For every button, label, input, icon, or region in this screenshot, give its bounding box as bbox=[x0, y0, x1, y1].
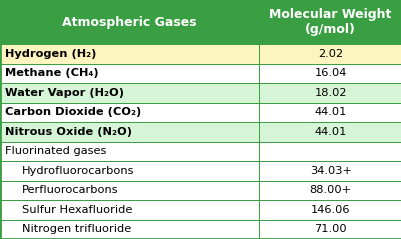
Text: Molecular Weight
(g/mol): Molecular Weight (g/mol) bbox=[269, 8, 391, 36]
Bar bbox=[259, 64, 401, 83]
Text: Hydrofluorocarbons: Hydrofluorocarbons bbox=[22, 166, 134, 176]
Text: Methane (CH₄): Methane (CH₄) bbox=[5, 68, 99, 78]
Text: Perfluorocarbons: Perfluorocarbons bbox=[22, 185, 118, 195]
Text: Carbon Dioxide (CO₂): Carbon Dioxide (CO₂) bbox=[5, 107, 141, 117]
Bar bbox=[259, 122, 401, 141]
Text: 44.01: 44.01 bbox=[314, 107, 346, 117]
Bar bbox=[0, 0, 259, 44]
Text: Hydrogen (H₂): Hydrogen (H₂) bbox=[5, 49, 96, 59]
Text: 71.00: 71.00 bbox=[314, 224, 346, 234]
Bar bbox=[0, 103, 259, 122]
Text: 18.02: 18.02 bbox=[314, 88, 346, 98]
Text: Sulfur Hexafluoride: Sulfur Hexafluoride bbox=[22, 205, 132, 215]
Bar bbox=[0, 64, 259, 83]
Bar bbox=[0, 200, 259, 219]
Bar bbox=[0, 141, 259, 161]
Bar bbox=[0, 83, 259, 103]
Text: 34.03+: 34.03+ bbox=[309, 166, 351, 176]
Text: 44.01: 44.01 bbox=[314, 127, 346, 137]
Text: 2.02: 2.02 bbox=[317, 49, 342, 59]
Bar bbox=[259, 44, 401, 64]
Bar bbox=[0, 44, 259, 64]
Bar bbox=[259, 219, 401, 239]
Bar bbox=[0, 122, 259, 141]
Text: 146.06: 146.06 bbox=[310, 205, 350, 215]
Bar bbox=[259, 103, 401, 122]
Bar bbox=[259, 200, 401, 219]
Bar bbox=[0, 181, 259, 200]
Text: 88.00+: 88.00+ bbox=[309, 185, 351, 195]
Bar bbox=[259, 141, 401, 161]
Text: Atmospheric Gases: Atmospheric Gases bbox=[62, 16, 196, 29]
Bar bbox=[259, 0, 401, 44]
Text: Fluorinated gases: Fluorinated gases bbox=[5, 146, 106, 156]
Bar bbox=[259, 181, 401, 200]
Text: 16.04: 16.04 bbox=[314, 68, 346, 78]
Text: Nitrous Oxide (N₂O): Nitrous Oxide (N₂O) bbox=[5, 127, 132, 137]
Bar bbox=[259, 83, 401, 103]
Bar bbox=[0, 219, 259, 239]
Text: Water Vapor (H₂O): Water Vapor (H₂O) bbox=[5, 88, 124, 98]
Bar bbox=[259, 161, 401, 181]
Bar bbox=[0, 161, 259, 181]
Text: Nitrogen trifluoride: Nitrogen trifluoride bbox=[22, 224, 131, 234]
